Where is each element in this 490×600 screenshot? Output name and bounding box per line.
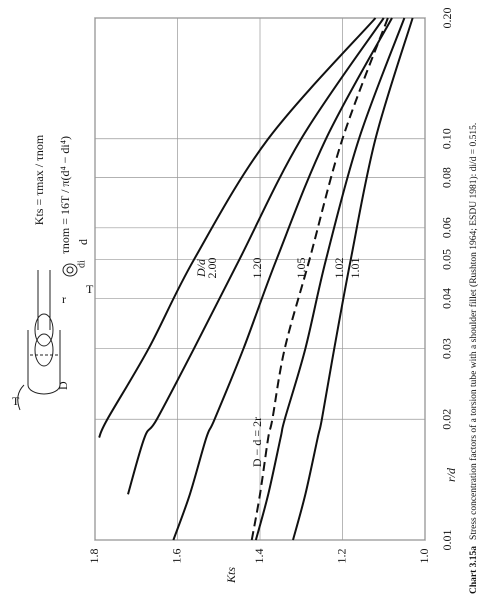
diagram-label: r (62, 292, 66, 306)
curve (254, 17, 406, 541)
curve-label: 1.20 (250, 258, 264, 279)
legend-title: D/d (194, 258, 208, 278)
formula: τnom = 16T / π(d⁴ − di⁴) (58, 136, 72, 254)
curve (292, 17, 414, 541)
curve-label: 2.00 (205, 258, 219, 279)
caption: Chart 3.15a Stress concentration factors … (468, 123, 479, 594)
y-tick-label: 1.2 (334, 549, 348, 564)
x-tick-label: 0.10 (440, 128, 454, 149)
x-axis-label: r/d (444, 467, 458, 482)
y-tick-label: 1.6 (169, 549, 183, 564)
formula: Kts = τmax / τnom (32, 134, 46, 225)
curve (172, 17, 393, 541)
y-tick-label: 1.0 (417, 549, 431, 564)
x-tick-label: 0.03 (440, 338, 454, 359)
diagram-label: di (76, 260, 87, 268)
x-tick-label: 0.20 (440, 8, 454, 29)
caption-text: Stress concentration factors of a torsio… (468, 123, 479, 540)
x-tick-label: 0.02 (440, 409, 454, 430)
tube-diagram (17, 263, 78, 411)
diagram-label: T (12, 394, 20, 408)
x-tick-label: 0.01 (440, 530, 454, 551)
curve (98, 17, 377, 438)
y-tick-label: 1.8 (87, 549, 101, 564)
x-tick-label: 0.05 (440, 249, 454, 270)
x-tick-label: 0.04 (440, 288, 454, 309)
curve-label: 1.01 (348, 258, 362, 279)
curve (250, 17, 389, 541)
diagram-label: d (76, 239, 90, 245)
diagram-label: D (56, 381, 70, 390)
curve (127, 17, 385, 495)
diagram-label: T (86, 282, 94, 296)
curve-label: 1.05 (294, 258, 308, 279)
y-tick-label: 1.4 (252, 549, 266, 564)
x-tick-label: 0.08 (440, 167, 454, 188)
curve-label: D − d = 2r (250, 417, 264, 467)
x-tick-label: 0.06 (440, 217, 454, 238)
curve-label: 1.02 (332, 258, 346, 279)
caption-number: Chart 3.15a (469, 546, 479, 594)
y-axis-label: Kts (224, 567, 238, 584)
